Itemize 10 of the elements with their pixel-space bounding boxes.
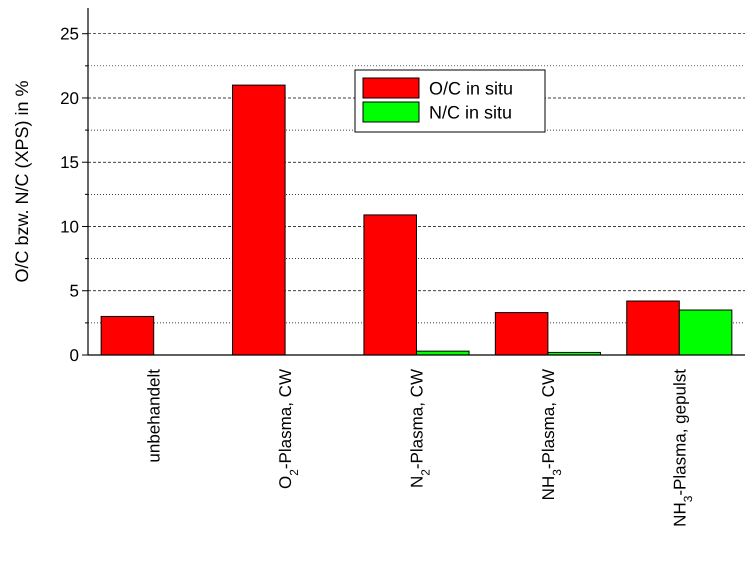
y-tick-label: 5 — [70, 282, 79, 301]
y-tick-label: 15 — [60, 153, 79, 172]
y-tick-label: 20 — [60, 88, 79, 108]
y-tick-label: 0 — [70, 346, 79, 365]
legend-label: O/C in situ — [429, 78, 514, 98]
x-tick-label: unbehandelt — [144, 368, 164, 463]
legend-label: N/C in situ — [429, 102, 512, 122]
y-tick-label: 10 — [60, 217, 79, 236]
y-tick-label: 25 — [60, 24, 79, 44]
y-axis-title: O/C bzw. N/C (XPS) in % — [12, 80, 32, 283]
